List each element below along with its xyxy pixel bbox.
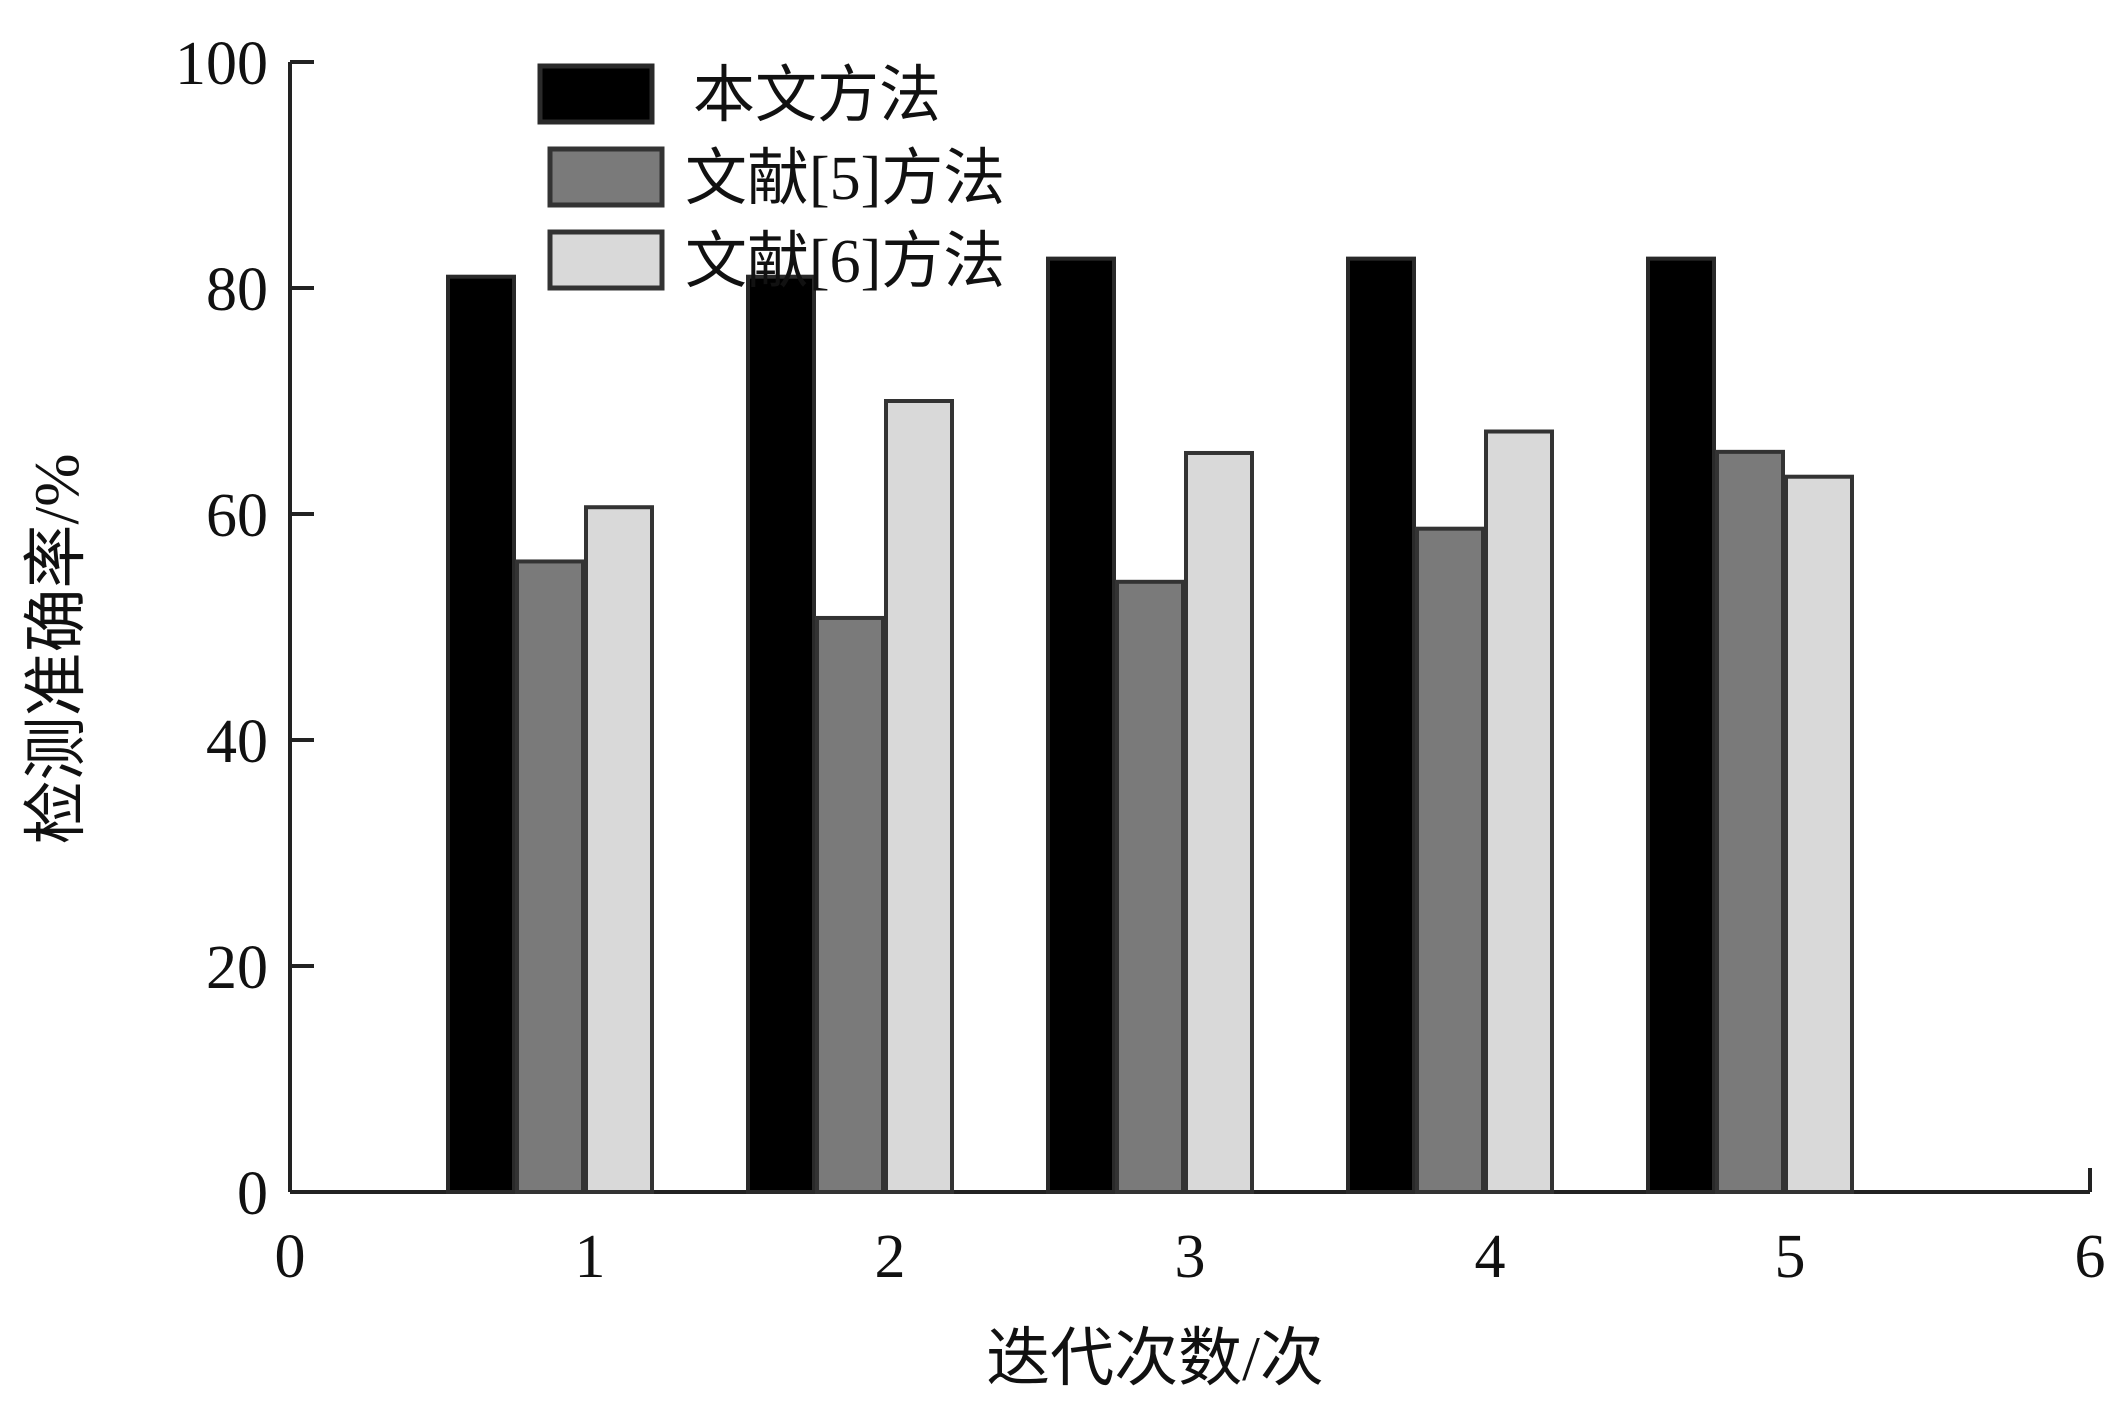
bar-series-1-x1 [446,274,516,1194]
bar-series-1-x3 [1046,256,1116,1194]
bar-series-1-x4 [1346,256,1416,1194]
bar-series-1-x5 [1646,256,1716,1194]
y-tick-label: 100 [175,30,268,98]
bars [446,256,1854,1195]
bar-series-2-x2 [815,615,885,1194]
x-tick-label: 6 [2075,1223,2106,1291]
bar-series-1-x2 [746,274,816,1194]
x-tick-label: 1 [575,1223,606,1291]
axes: 0 20 40 60 80 100 0 1 2 3 4 5 6 [175,30,2106,1291]
bar-series-3-x2 [884,399,954,1194]
x-tick-label: 2 [875,1223,906,1291]
bar-series-2-x1 [515,559,585,1194]
legend-label-1: 本文方法 [693,62,941,130]
bar-series-2-x5 [1715,449,1785,1195]
bar-series-3-x5 [1784,474,1854,1194]
x-tick-label: 3 [1175,1223,1206,1291]
y-tick-label: 0 [237,1160,268,1228]
y-tick-label: 80 [206,256,268,324]
bar-series-3-x1 [584,505,654,1195]
bar-series-2-x4 [1415,526,1485,1194]
legend-swatch-1 [537,63,655,125]
bar-series-3-x4 [1484,429,1554,1194]
y-tick-label: 20 [206,934,268,1002]
y-tick-label: 60 [206,482,268,550]
legend-label-3: 文献[6]方法 [685,228,1005,296]
y-axis-label: 检测准确率/% [21,453,92,844]
x-tick-label: 0 [275,1223,306,1291]
y-tick-label: 40 [206,708,268,776]
x-tick-label: 4 [1475,1223,1506,1291]
legend-swatch-3 [547,229,665,291]
x-axis-label: 迭代次数/次 [986,1323,1324,1394]
bar-series-2-x3 [1115,579,1185,1194]
x-tick-label: 5 [1775,1223,1806,1291]
legend-label-2: 文献[5]方法 [685,145,1005,213]
legend-swatch-2 [547,146,665,208]
bar-series-3-x3 [1184,450,1254,1195]
